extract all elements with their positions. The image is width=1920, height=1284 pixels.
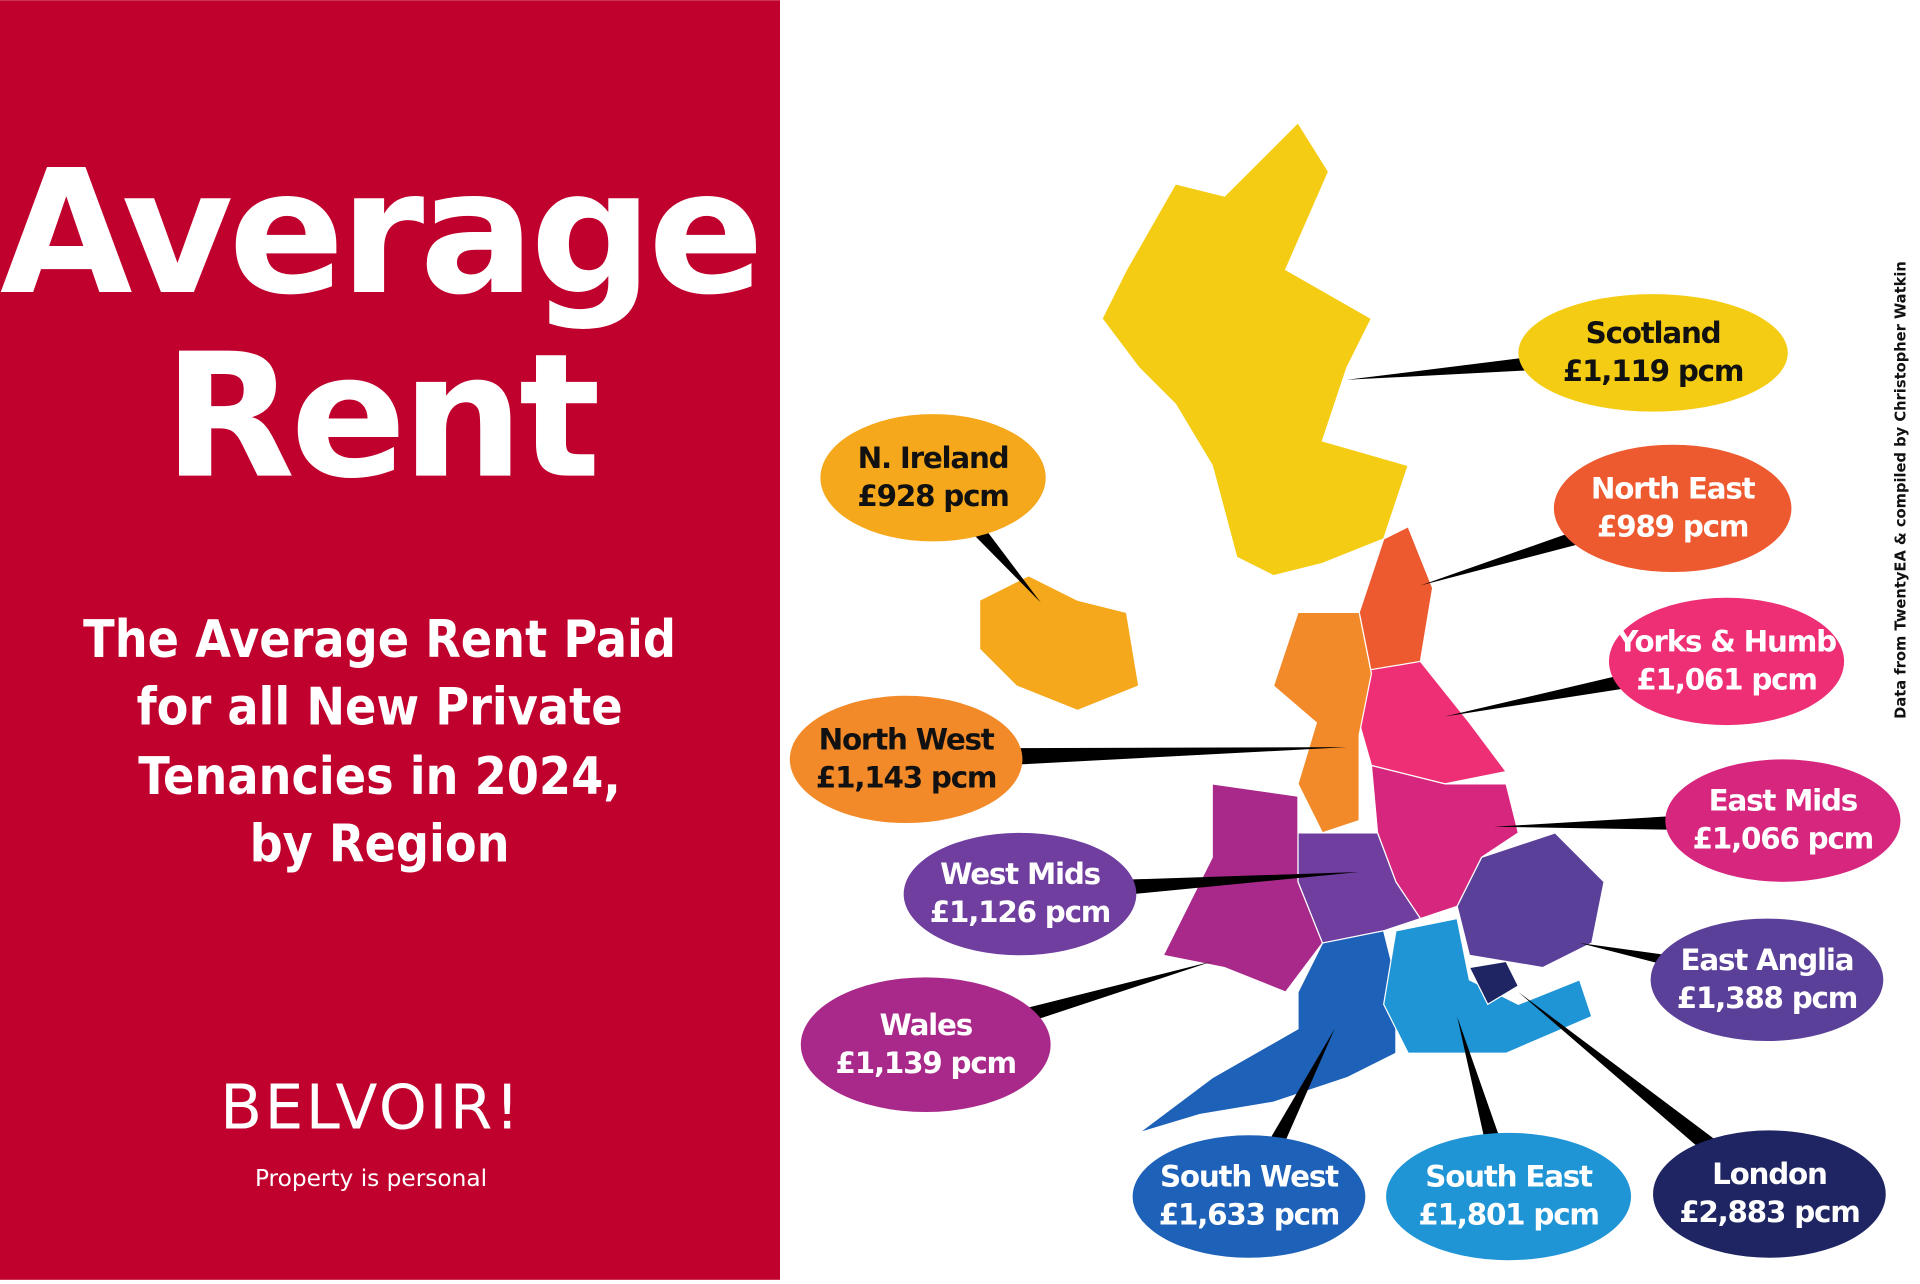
region-name: Yorks & Humb: [1616, 625, 1836, 659]
region-name: Wales: [879, 1008, 972, 1042]
region-shape: [1456, 832, 1605, 969]
credit: Data from TwentyEA & compiled by Christo…: [1893, 261, 1910, 719]
region-rent: £1,066 pcm: [1693, 822, 1873, 856]
region-name: West Mids: [940, 857, 1101, 891]
label-bubble: [1386, 1132, 1632, 1261]
region-name: North East: [1591, 472, 1756, 506]
label-bubble: [789, 695, 1023, 824]
region-shape: [1468, 960, 1520, 1006]
region-rent: £1,388 pcm: [1677, 981, 1857, 1015]
region-rent: £1,119 pcm: [1563, 354, 1743, 388]
region-rent: £928 pcm: [857, 479, 1008, 513]
region-rent: £1,801 pcm: [1418, 1198, 1598, 1232]
region-rent: £989 pcm: [1597, 509, 1748, 543]
label-bubble: [1553, 444, 1792, 573]
subtitle-line: by Region: [250, 815, 510, 875]
left-panel: [0, 0, 780, 1280]
region-shape: [1383, 917, 1593, 1054]
brand: BELVOIR!: [220, 1073, 522, 1144]
region-name: Scotland: [1586, 316, 1721, 350]
region-name: East Anglia: [1681, 943, 1854, 977]
label-bubble: [1518, 294, 1788, 412]
subtitle-line: Tenancies in 2024,: [138, 747, 621, 807]
label-bubble: [820, 414, 1046, 542]
tagline: Property is personal: [255, 1165, 487, 1192]
region-shape: [1346, 660, 1508, 785]
label-bubble: [800, 977, 1051, 1113]
labels: Scotland £1,119 pcm N. Ireland £928 pcm Nort…: [789, 294, 1901, 1261]
region-name: South West: [1160, 1160, 1339, 1194]
label-bubble: [1650, 918, 1884, 1042]
region-shape: [978, 575, 1140, 712]
map: [978, 121, 1605, 1134]
region-name: South East: [1425, 1160, 1593, 1194]
region-rent: £1,143 pcm: [816, 760, 996, 794]
region-shape: [1272, 611, 1373, 834]
subtitle-line: for all New Private: [137, 677, 623, 737]
label-bubble: [1608, 597, 1845, 726]
region-name: N. Ireland: [858, 441, 1009, 475]
label-bubble: [1665, 759, 1901, 882]
region-name: East Mids: [1709, 784, 1858, 818]
label-bubble: [903, 832, 1137, 956]
region-rent: £1,126 pcm: [930, 895, 1110, 929]
label-bubble: [1653, 1130, 1886, 1258]
region-name: North West: [819, 723, 995, 757]
region-rent: £2,883 pcm: [1679, 1195, 1859, 1229]
region-rent: £1,633 pcm: [1159, 1198, 1339, 1232]
region-rent: £1,061 pcm: [1636, 663, 1816, 697]
region-name: London: [1712, 1157, 1827, 1191]
label-bubble: [1132, 1135, 1366, 1258]
subtitle-line: The Average Rent Paid: [83, 610, 676, 670]
title-line: Rent: [163, 318, 597, 517]
title-line: Average: [0, 134, 759, 333]
region-rent: £1,139 pcm: [836, 1046, 1016, 1080]
